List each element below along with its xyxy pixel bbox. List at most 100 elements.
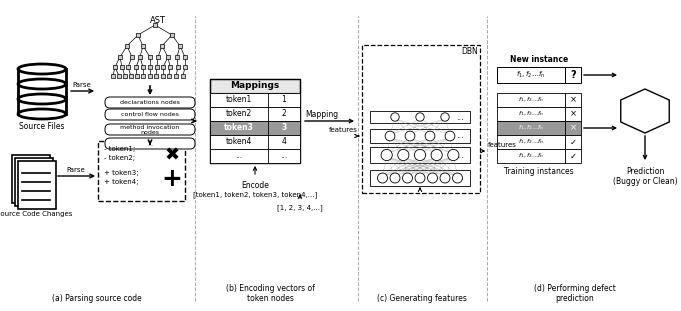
- Text: ...: ...: [456, 113, 464, 122]
- Text: token2: token2: [226, 109, 252, 118]
- Bar: [497, 93, 565, 107]
- Text: ...: ...: [456, 174, 464, 183]
- Bar: [210, 79, 300, 163]
- Bar: [148, 55, 152, 59]
- Text: DBN: DBN: [461, 47, 478, 56]
- Bar: [134, 65, 138, 69]
- Text: New instance: New instance: [510, 55, 568, 64]
- Bar: [160, 44, 164, 48]
- Circle shape: [440, 173, 450, 183]
- Ellipse shape: [18, 64, 66, 74]
- Bar: [565, 107, 581, 121]
- Bar: [565, 121, 581, 135]
- Bar: [166, 55, 170, 59]
- Bar: [155, 65, 159, 69]
- Text: (d) Performing defect
prediction: (d) Performing defect prediction: [534, 284, 616, 303]
- Circle shape: [415, 173, 425, 183]
- Bar: [141, 74, 145, 78]
- Text: token4: token4: [226, 137, 252, 146]
- Circle shape: [441, 113, 449, 121]
- Text: +: +: [161, 167, 183, 191]
- Text: Parse: Parse: [67, 167, 85, 173]
- Circle shape: [381, 149, 392, 160]
- FancyBboxPatch shape: [105, 97, 195, 108]
- Text: Prediction
(Buggy or Clean): Prediction (Buggy or Clean): [613, 167, 678, 186]
- Circle shape: [416, 113, 424, 121]
- Polygon shape: [621, 89, 669, 133]
- Text: control flow nodes: control flow nodes: [121, 113, 179, 118]
- Text: token3: token3: [224, 123, 254, 132]
- Ellipse shape: [18, 94, 66, 104]
- Bar: [183, 65, 187, 69]
- Text: ✓: ✓: [569, 151, 577, 160]
- Text: 1: 1: [282, 95, 287, 104]
- Text: - token2;: - token2;: [104, 155, 135, 161]
- Text: Source Code Changes: Source Code Changes: [0, 211, 72, 217]
- Text: ×: ×: [569, 95, 577, 104]
- Bar: [141, 65, 145, 69]
- FancyBboxPatch shape: [105, 138, 195, 149]
- Text: Source Files: Source Files: [19, 122, 65, 131]
- Text: ...: ...: [281, 151, 287, 160]
- Bar: [183, 55, 187, 59]
- Bar: [210, 135, 300, 149]
- Circle shape: [377, 173, 387, 183]
- Text: (b) Encoding vectors of
token nodes: (b) Encoding vectors of token nodes: [225, 284, 315, 303]
- Circle shape: [390, 173, 400, 183]
- Text: 3: 3: [281, 123, 287, 132]
- Bar: [565, 135, 581, 149]
- Bar: [370, 147, 470, 163]
- Bar: [370, 111, 470, 123]
- Text: $f_1, f_2 \ldots f_n$: $f_1, f_2 \ldots f_n$: [518, 123, 544, 132]
- FancyBboxPatch shape: [105, 109, 195, 120]
- Text: Classifiers: Classifiers: [625, 106, 665, 115]
- Text: Training instances: Training instances: [504, 167, 574, 176]
- Text: Mapping: Mapping: [306, 110, 338, 119]
- Bar: [370, 129, 470, 143]
- Bar: [565, 67, 581, 83]
- Bar: [117, 74, 121, 78]
- Bar: [156, 55, 160, 59]
- Text: (c) Generating features: (c) Generating features: [377, 294, 467, 303]
- Bar: [161, 65, 165, 69]
- Text: features: features: [329, 127, 358, 133]
- Text: ...: ...: [456, 132, 464, 141]
- Text: 4: 4: [281, 137, 287, 146]
- Bar: [15, 158, 53, 206]
- Bar: [174, 74, 178, 78]
- Bar: [181, 74, 185, 78]
- Bar: [210, 107, 300, 121]
- Text: 2: 2: [282, 109, 287, 118]
- Bar: [111, 74, 115, 78]
- Bar: [565, 93, 581, 107]
- Circle shape: [398, 149, 409, 160]
- Text: ...: ...: [456, 151, 464, 160]
- Circle shape: [415, 149, 426, 160]
- Bar: [167, 74, 171, 78]
- Circle shape: [402, 173, 413, 183]
- Bar: [168, 65, 172, 69]
- Text: (a) Parsing source code: (a) Parsing source code: [52, 294, 142, 303]
- Text: ×: ×: [569, 109, 577, 118]
- Text: $f_1, f_2 \ldots f_n$: $f_1, f_2 \ldots f_n$: [518, 137, 544, 146]
- Ellipse shape: [18, 79, 66, 89]
- Text: ×: ×: [569, 123, 577, 132]
- Ellipse shape: [18, 109, 66, 119]
- Bar: [497, 67, 565, 83]
- Text: Encode: Encode: [241, 181, 269, 190]
- Bar: [125, 44, 129, 48]
- Text: ✖: ✖: [164, 147, 180, 165]
- Bar: [170, 33, 174, 37]
- Circle shape: [428, 173, 437, 183]
- Text: ?: ?: [570, 70, 576, 80]
- Bar: [497, 135, 565, 149]
- Bar: [153, 23, 157, 27]
- Text: $f_1, f_2 \ldots f_n$: $f_1, f_2 \ldots f_n$: [518, 95, 544, 104]
- Circle shape: [447, 149, 459, 160]
- Text: ✓: ✓: [569, 137, 577, 146]
- Circle shape: [425, 131, 435, 141]
- Bar: [123, 74, 127, 78]
- Bar: [113, 65, 117, 69]
- Bar: [138, 55, 142, 59]
- Bar: [210, 149, 300, 163]
